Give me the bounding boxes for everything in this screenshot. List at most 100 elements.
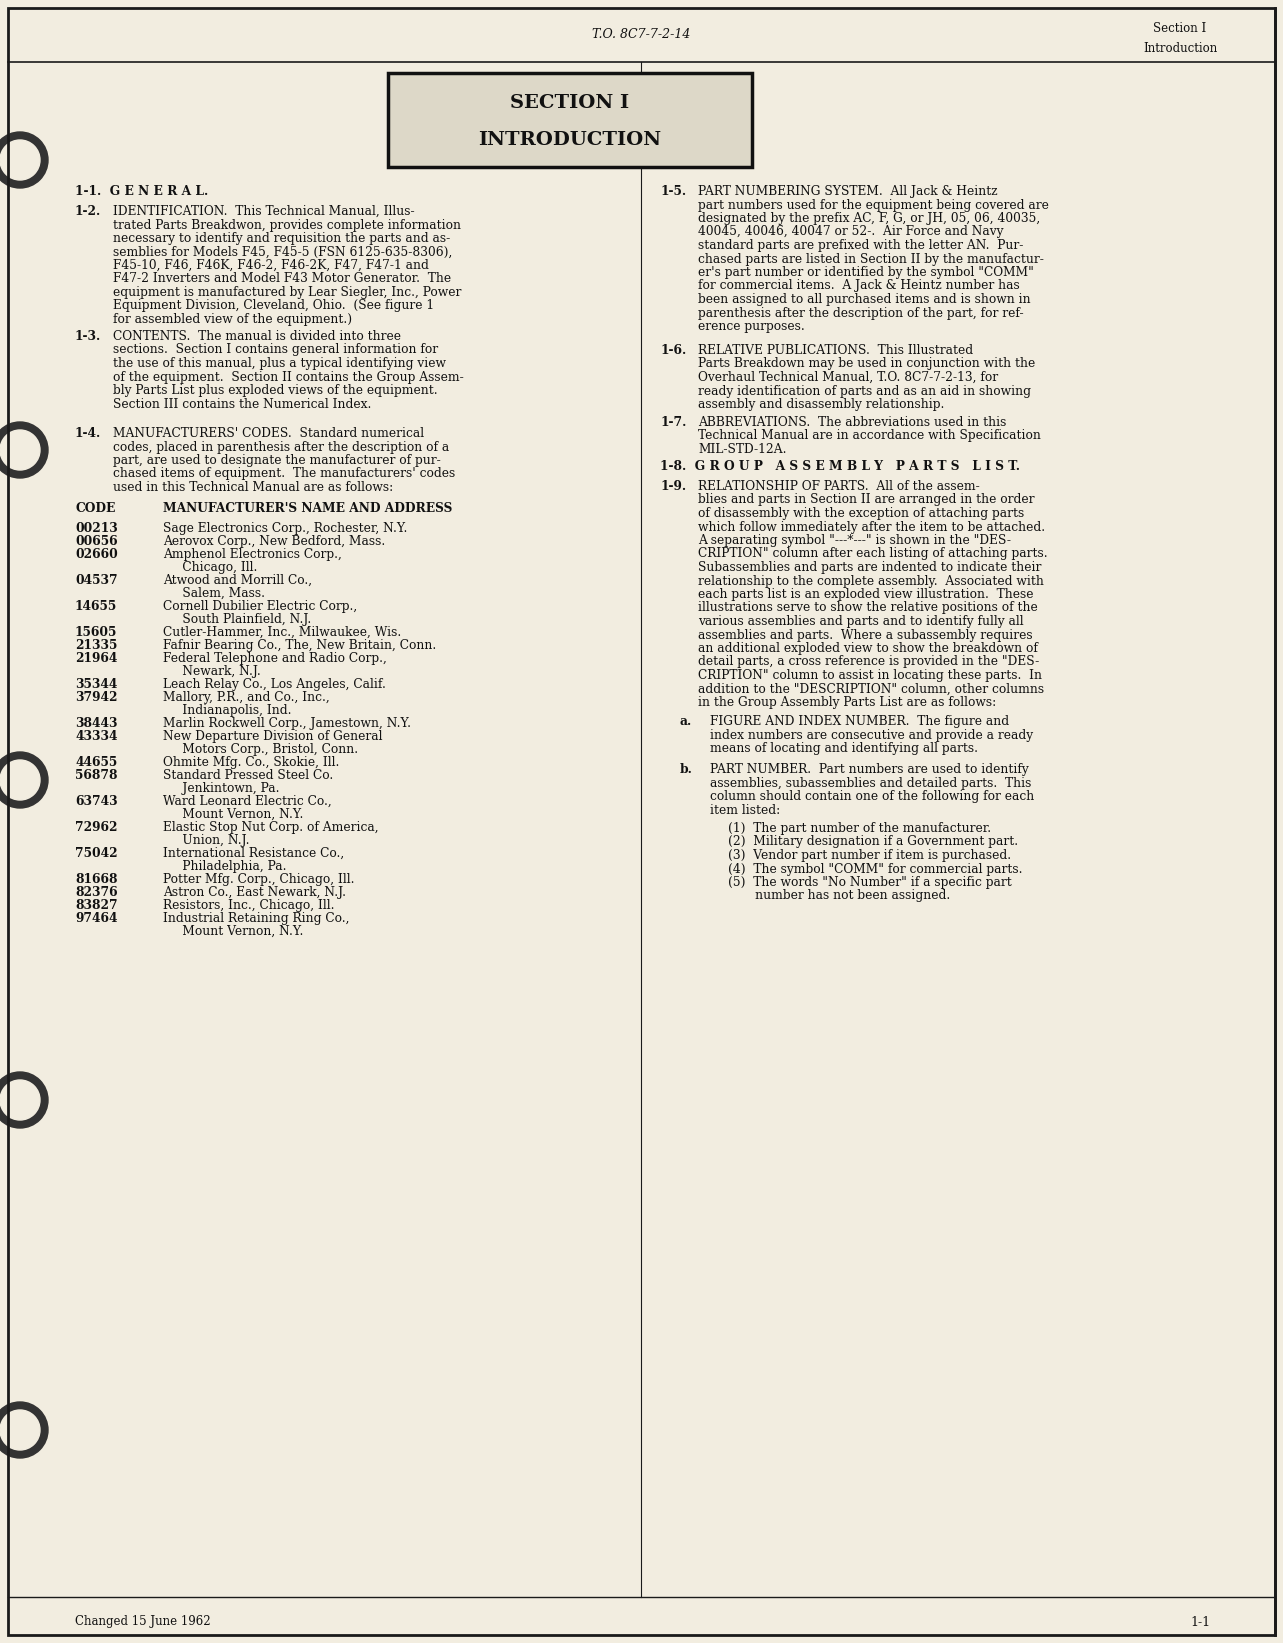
Text: Equipment Division, Cleveland, Ohio.  (See figure 1: Equipment Division, Cleveland, Ohio. (Se… [113,299,434,312]
Text: 35344: 35344 [74,679,117,692]
Text: chased parts are listed in Section II by the manufactur-: chased parts are listed in Section II by… [698,253,1044,266]
Text: Amphenol Electronics Corp.,: Amphenol Electronics Corp., [163,549,341,560]
Text: the use of this manual, plus a typical identifying view: the use of this manual, plus a typical i… [113,357,446,370]
Text: 21964: 21964 [74,652,117,665]
Text: 56878: 56878 [74,769,118,782]
Text: F45-10, F46, F46K, F46-2, F46-2K, F47, F47-1 and: F45-10, F46, F46K, F46-2, F46-2K, F47, F… [113,260,429,273]
Text: Section III contains the Numerical Index.: Section III contains the Numerical Index… [113,398,371,411]
Text: 21335: 21335 [74,639,117,652]
Text: (2)  Military designation if a Government part.: (2) Military designation if a Government… [727,836,1019,848]
Text: chased items of equipment.  The manufacturers' codes: chased items of equipment. The manufactu… [113,468,455,480]
Text: 97464: 97464 [74,912,118,925]
Text: b.: b. [680,762,693,775]
Text: which follow immediately after the item to be attached.: which follow immediately after the item … [698,521,1046,534]
Text: index numbers are consecutive and provide a ready: index numbers are consecutive and provid… [709,728,1033,741]
Text: F47-2 Inverters and Model F43 Motor Generator.  The: F47-2 Inverters and Model F43 Motor Gene… [113,273,452,286]
Text: Cutler-Hammer, Inc., Milwaukee, Wis.: Cutler-Hammer, Inc., Milwaukee, Wis. [163,626,402,639]
Text: International Resistance Co.,: International Resistance Co., [163,848,344,859]
Text: 72962: 72962 [74,822,118,835]
Text: ready identification of parts and as an aid in showing: ready identification of parts and as an … [698,384,1032,398]
Text: (5)  The words "No Number" if a specific part: (5) The words "No Number" if a specific … [727,876,1012,889]
Text: T.O. 8C7-7-2-14: T.O. 8C7-7-2-14 [591,28,690,41]
Text: sections.  Section I contains general information for: sections. Section I contains general inf… [113,343,438,357]
Text: 75042: 75042 [74,848,118,859]
Text: of disassembly with the exception of attaching parts: of disassembly with the exception of att… [698,508,1024,519]
Text: Mount Vernon, N.Y.: Mount Vernon, N.Y. [163,925,303,938]
Text: Introduction: Introduction [1143,41,1218,54]
Text: PART NUMBER.  Part numbers are used to identify: PART NUMBER. Part numbers are used to id… [709,762,1029,775]
Text: for assembled view of the equipment.): for assembled view of the equipment.) [113,314,352,325]
Text: 43334: 43334 [74,729,118,743]
Text: (1)  The part number of the manufacturer.: (1) The part number of the manufacturer. [727,822,992,835]
Text: bly Parts List plus exploded views of the equipment.: bly Parts List plus exploded views of th… [113,384,438,398]
Text: standard parts are prefixed with the letter AN.  Pur-: standard parts are prefixed with the let… [698,238,1024,251]
Text: relationship to the complete assembly.  Associated with: relationship to the complete assembly. A… [698,575,1044,588]
Text: a.: a. [680,715,693,728]
Text: MANUFACTURERS' CODES.  Standard numerical: MANUFACTURERS' CODES. Standard numerical [113,427,425,440]
Text: illustrations serve to show the relative positions of the: illustrations serve to show the relative… [698,601,1038,614]
Circle shape [0,752,47,808]
Text: Subassemblies and parts are indented to indicate their: Subassemblies and parts are indented to … [698,560,1042,573]
Text: Chicago, Ill.: Chicago, Ill. [163,560,258,573]
Text: 14655: 14655 [74,600,117,613]
Text: designated by the prefix AC, F, G, or JH, 05, 06, 40035,: designated by the prefix AC, F, G, or JH… [698,212,1041,225]
Text: Leach Relay Co., Los Angeles, Calif.: Leach Relay Co., Los Angeles, Calif. [163,679,386,692]
Text: 81668: 81668 [74,872,118,886]
Text: 1-5.: 1-5. [659,186,686,199]
Text: means of locating and identifying all parts.: means of locating and identifying all pa… [709,743,978,756]
Text: 1-6.: 1-6. [659,343,686,357]
Text: 63743: 63743 [74,795,118,808]
Text: er's part number or identified by the symbol "COMM": er's part number or identified by the sy… [698,266,1034,279]
Text: detail parts, a cross reference is provided in the "DES-: detail parts, a cross reference is provi… [698,656,1039,669]
Text: item listed:: item listed: [709,803,780,817]
Circle shape [0,1401,47,1457]
Text: PART NUMBERING SYSTEM.  All Jack & Heintz: PART NUMBERING SYSTEM. All Jack & Heintz [698,186,998,199]
Text: an additional exploded view to show the breakdown of: an additional exploded view to show the … [698,642,1038,656]
Text: CODE: CODE [74,503,115,514]
Text: CRIPTION" column to assist in locating these parts.  In: CRIPTION" column to assist in locating t… [698,669,1042,682]
Text: 04537: 04537 [74,573,118,587]
Text: 1-4.: 1-4. [74,427,101,440]
Text: for commercial items.  A Jack & Heintz number has: for commercial items. A Jack & Heintz nu… [698,279,1020,292]
Text: Cornell Dubilier Electric Corp.,: Cornell Dubilier Electric Corp., [163,600,357,613]
Text: Indianapolis, Ind.: Indianapolis, Ind. [163,703,291,716]
Text: South Plainfield, N.J.: South Plainfield, N.J. [163,613,312,626]
Circle shape [0,1410,40,1451]
Text: Federal Telephone and Radio Corp.,: Federal Telephone and Radio Corp., [163,652,387,665]
Text: erence purposes.: erence purposes. [698,320,804,334]
Text: 00656: 00656 [74,536,118,549]
Text: RELATIVE PUBLICATIONS.  This Illustrated: RELATIVE PUBLICATIONS. This Illustrated [698,343,973,357]
Text: Fafnir Bearing Co., The, New Britain, Conn.: Fafnir Bearing Co., The, New Britain, Co… [163,639,436,652]
Text: CRIPTION" column after each listing of attaching parts.: CRIPTION" column after each listing of a… [698,547,1048,560]
Text: of the equipment.  Section II contains the Group Assem-: of the equipment. Section II contains th… [113,371,463,383]
Text: 1-3.: 1-3. [74,330,101,343]
Text: New Departure Division of General: New Departure Division of General [163,729,382,743]
Text: IDENTIFICATION.  This Technical Manual, Illus-: IDENTIFICATION. This Technical Manual, I… [113,205,414,219]
Text: Ohmite Mfg. Co., Skokie, Ill.: Ohmite Mfg. Co., Skokie, Ill. [163,756,340,769]
Text: equipment is manufactured by Lear Siegler, Inc., Power: equipment is manufactured by Lear Siegle… [113,286,462,299]
Text: (4)  The symbol "COMM" for commercial parts.: (4) The symbol "COMM" for commercial par… [727,863,1023,876]
Text: 1-8.  G R O U P   A S S E M B L Y   P A R T S   L I S T.: 1-8. G R O U P A S S E M B L Y P A R T S… [659,460,1020,473]
Text: 37942: 37942 [74,692,118,703]
Text: column should contain one of the following for each: column should contain one of the followi… [709,790,1034,803]
Text: necessary to identify and requisition the parts and as-: necessary to identify and requisition th… [113,232,450,245]
Text: Industrial Retaining Ring Co.,: Industrial Retaining Ring Co., [163,912,349,925]
Text: number has not been assigned.: number has not been assigned. [727,889,951,902]
Text: part numbers used for the equipment being covered are: part numbers used for the equipment bein… [698,199,1049,212]
Circle shape [0,430,40,470]
Text: 1-2.: 1-2. [74,205,101,219]
Text: SECTION I: SECTION I [511,94,630,112]
Text: Elastic Stop Nut Corp. of America,: Elastic Stop Nut Corp. of America, [163,822,378,835]
Text: (3)  Vendor part number if item is purchased.: (3) Vendor part number if item is purcha… [727,849,1011,863]
Text: 82376: 82376 [74,886,118,899]
Text: 40045, 40046, 40047 or 52-.  Air Force and Navy: 40045, 40046, 40047 or 52-. Air Force an… [698,225,1003,238]
Text: Atwood and Morrill Co.,: Atwood and Morrill Co., [163,573,312,587]
Text: 15605: 15605 [74,626,117,639]
Text: MANUFACTURER'S NAME AND ADDRESS: MANUFACTURER'S NAME AND ADDRESS [163,503,453,514]
Text: 1-1: 1-1 [1189,1615,1210,1628]
Text: 83827: 83827 [74,899,118,912]
Text: Sage Electronics Corp., Rochester, N.Y.: Sage Electronics Corp., Rochester, N.Y. [163,522,408,536]
Text: RELATIONSHIP OF PARTS.  All of the assem-: RELATIONSHIP OF PARTS. All of the assem- [698,480,980,493]
Text: Changed 15 June 1962: Changed 15 June 1962 [74,1615,210,1628]
Text: Salem, Mass.: Salem, Mass. [163,587,266,600]
